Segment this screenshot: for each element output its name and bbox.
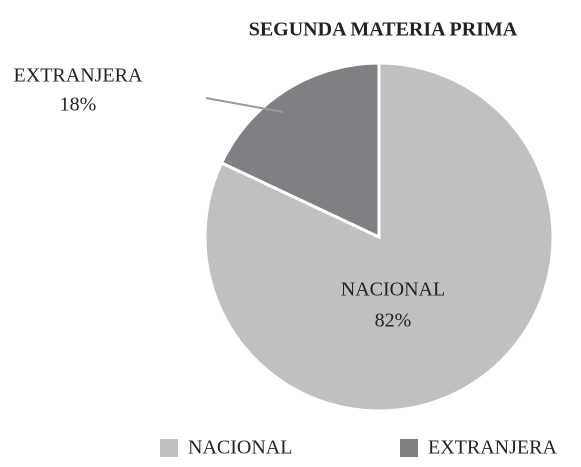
- slice-value: 82%: [375, 310, 412, 332]
- slice-value: 18%: [60, 94, 97, 116]
- legend-swatch: [400, 439, 418, 457]
- leader-line: [205, 97, 284, 113]
- slice-label: NACIONAL: [341, 279, 445, 301]
- slice-label: EXTRANJERA: [14, 65, 143, 87]
- legend-swatch: [160, 439, 178, 457]
- legend-label: EXTRANJERA: [428, 437, 557, 459]
- legend-label: NACIONAL: [188, 437, 292, 459]
- chart-title: SEGUNDA MATERIA PRIMA: [249, 19, 518, 41]
- pie-slice: [219, 61, 381, 240]
